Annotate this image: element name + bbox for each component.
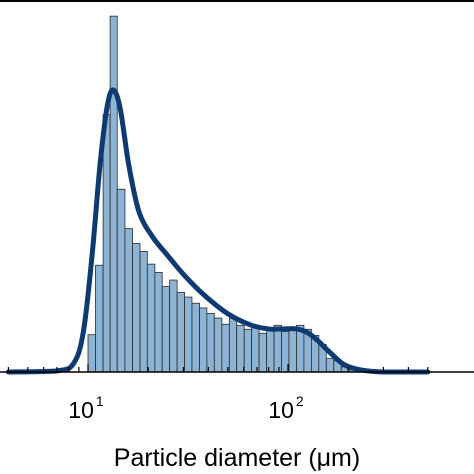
histogram-bar [199, 307, 208, 373]
x-tick-labels: 10 1 10 2 [68, 393, 304, 423]
histogram-bar [139, 251, 148, 373]
histogram-bar [184, 296, 193, 373]
x-tick-label: 10 1 [68, 393, 104, 423]
histogram-bar [243, 328, 253, 373]
histogram-bars [87, 15, 357, 373]
histogram-bar [206, 312, 215, 373]
histogram-bar [251, 324, 260, 373]
histogram-bar [124, 228, 133, 373]
x-tick-label: 10 2 [268, 393, 304, 423]
histogram-bar [146, 263, 156, 373]
histogram-bar [273, 324, 282, 373]
histogram-bar [191, 302, 200, 373]
histogram-bar [109, 15, 118, 373]
histogram-bar [95, 264, 104, 373]
histogram-bar [102, 114, 111, 373]
histogram-bar [213, 317, 223, 373]
histogram-bar [236, 324, 245, 373]
histogram-bar [116, 188, 126, 373]
histogram-bar [176, 291, 185, 373]
x-axis-ticks [7, 364, 429, 372]
histogram-bar [221, 323, 230, 373]
x-axis-label: Particle diameter (μm) [114, 444, 360, 472]
histogram-bar [161, 286, 171, 373]
histogram-bar [258, 332, 268, 373]
density-curve [5, 87, 431, 375]
histogram-bar [266, 328, 275, 373]
histogram-bar [325, 358, 335, 373]
histogram-bar [169, 279, 178, 373]
histogram-bar [154, 272, 163, 373]
histogram-bar [87, 334, 96, 373]
histogram-bar [228, 317, 238, 373]
histogram-bar [288, 328, 297, 373]
histogram-bar [132, 243, 141, 373]
